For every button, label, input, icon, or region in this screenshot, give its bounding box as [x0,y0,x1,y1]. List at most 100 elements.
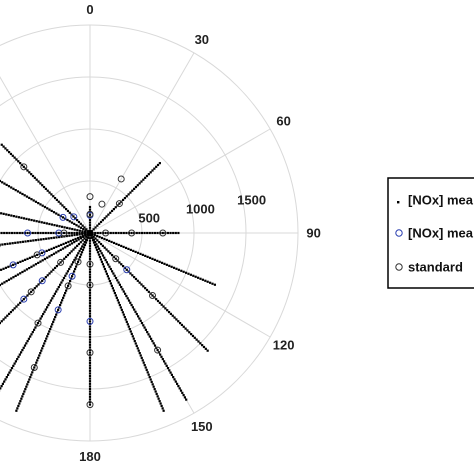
dot-point [98,241,101,244]
dot-point [182,270,185,273]
dot-point [169,312,172,315]
dot-point [15,305,18,308]
dot-point [31,255,34,258]
dot-point [115,296,118,299]
dot-point [59,202,62,205]
dot-point [72,248,75,251]
dot-point [144,328,147,331]
dot-point [42,312,45,316]
dot-point [0,212,3,215]
dot-point [12,364,15,367]
dot-point [161,231,164,235]
dot-point [175,267,178,270]
dot-point [104,231,107,235]
dot-point [52,246,56,250]
dot-point [74,246,77,249]
dot-point [178,321,182,325]
dot-point [24,258,27,261]
dot-point [145,288,149,292]
dot-point [174,231,177,235]
dot-point [79,253,83,256]
dot-point [77,225,80,228]
dot-point [31,231,34,235]
dot-point [3,231,6,235]
dot-point [19,400,22,403]
dot-point [16,357,19,361]
angular-tick-labels: 0 30 60 90 120 150 180 [79,2,321,464]
dot-point [88,299,92,302]
dot-point [118,283,121,286]
dot-point [94,237,97,240]
dot-point [108,279,111,283]
dot-point [127,325,130,328]
dot-point [143,231,146,235]
dot-point [88,387,92,391]
dot-point [140,180,143,183]
dot-point [122,290,125,293]
dot-point [39,238,43,241]
dot-point [48,301,51,304]
dot-point [129,272,132,275]
angle-label-30: 30 [195,32,209,47]
dot-point [75,224,78,227]
dot-point [148,335,151,338]
angle-label-180: 180 [79,449,101,464]
dot-point [53,224,56,227]
dot-point [45,222,48,225]
dot-point [142,178,145,181]
dot-point [19,162,22,165]
dot-point [56,288,59,291]
dot-point [147,173,150,176]
dot-point [12,276,15,279]
dot-point [88,239,92,242]
dot-point [133,276,136,279]
dot-point [116,279,119,282]
dot-point [184,271,188,274]
dot-point [94,246,98,249]
blue-circle-point [55,229,63,237]
dot-point [109,252,112,255]
dot-point [125,294,128,298]
dot-point [85,228,88,231]
dot-point [68,243,71,246]
dot-point [138,281,141,284]
dot-point [7,213,10,217]
dot-point [160,355,163,358]
dot-point [8,312,11,315]
dot-point [156,395,159,398]
dot-point [81,231,84,235]
dot-point [10,277,13,280]
dot-point [17,216,21,219]
dot-point [186,329,189,332]
dot-point [76,219,79,222]
radial-label-500: 500 [138,210,160,225]
dot-point [129,248,132,252]
dot-point [26,383,29,386]
dot-point [64,246,67,249]
dot-point [1,282,4,285]
dot-point [43,205,47,209]
dot-point [142,285,145,288]
dot-point [105,238,108,242]
dot-point [75,239,78,242]
dot-point [194,275,197,278]
dot-point [130,231,133,235]
dot-point [7,265,10,268]
dot-point [85,238,88,241]
dot-point [88,356,92,359]
blue-circle-point [86,317,94,325]
dot-point [62,231,66,235]
dot-point [57,285,60,289]
dot-point [16,273,20,276]
dot-point [88,252,92,255]
dot-point [28,256,32,259]
dot-point [32,199,35,202]
dot-point [99,258,103,261]
dot-point [30,333,33,336]
dot-point [55,290,58,293]
dot-point [120,200,123,203]
dot-point [78,255,82,259]
dot-point [63,257,66,260]
dot-point [131,189,134,192]
black-circle-point [86,210,94,218]
